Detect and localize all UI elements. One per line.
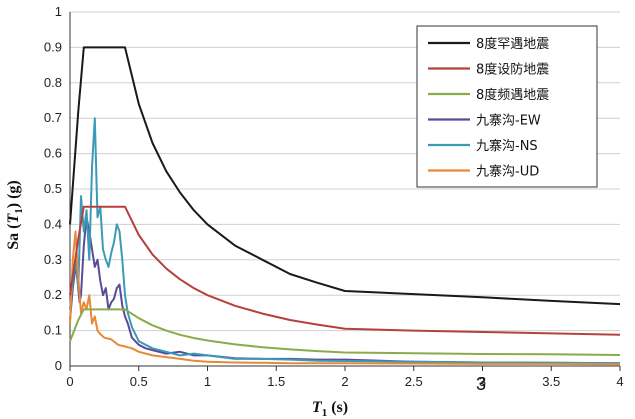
series-line-5 [69,230,621,366]
x-axis-title: T1 (s) [312,399,348,419]
y-tick-label: 0.3 [44,252,62,267]
y-axis-title-sub: 1 [13,208,25,214]
chart-annotation: 3 [476,374,486,394]
y-tick-label: 0 [55,358,62,373]
tick-labels: 0 0.1 0.2 0.3 0.4 0.5 0.6 0.7 0.8 0.9 1 0 0.5 1 1.5 2 2.… [44,4,624,389]
x-tick-label: 2.5 [405,374,423,389]
series-line-4 [69,117,621,365]
x-axis-title-var: T [312,399,323,416]
y-tick-label: 0.2 [44,287,62,302]
y-tick-label: 1 [55,4,62,19]
y-tick-label: 0.1 [44,323,62,338]
x-tick-label: 1.5 [267,374,285,389]
x-tick-label: 1 [204,374,211,389]
x-tick-label: 0.5 [130,374,148,389]
legend-label-1: 8度设防地震 [476,62,549,78]
x-tick-label: 4 [616,374,623,389]
y-tick-label: 0.8 [44,75,62,90]
y-axis-title-suffix: ) (g) [5,180,22,208]
y-axis-title-prefix: Sa ( [5,224,22,250]
y-tick-label: 0.9 [44,39,62,54]
legend-label-2: 8度频遇地震 [476,87,549,103]
y-tick-label: 0.4 [44,216,62,231]
y-tick-label: 0.6 [44,146,62,161]
y-tick-label: 0.7 [44,110,62,125]
x-tick-label: 3 [479,374,486,389]
x-tick-label: 0 [66,374,73,389]
y-axis-title: Sa (T1) (g) [5,180,25,250]
series-lines [69,46,621,366]
legend-box [416,25,598,188]
x-tick-label: 3.5 [542,374,560,389]
y-axis-title-var: T [5,213,22,224]
x-tick-label: 2 [341,374,348,389]
series-line-1 [69,205,621,336]
series-line-2 [69,308,621,356]
series-line-0 [69,46,621,306]
legend-label-5: 九寨沟-UD [476,164,539,180]
legend-label-3: 九寨沟-EW [476,113,541,129]
legend-label-0: 8度罕遇地震 [476,36,549,52]
x-axis-title-suffix: (s) [327,399,348,416]
x-axis-title-sub: 1 [322,407,328,419]
y-tick-label: 0.5 [44,181,62,196]
legend-label-4: 九寨沟-NS [476,138,538,154]
